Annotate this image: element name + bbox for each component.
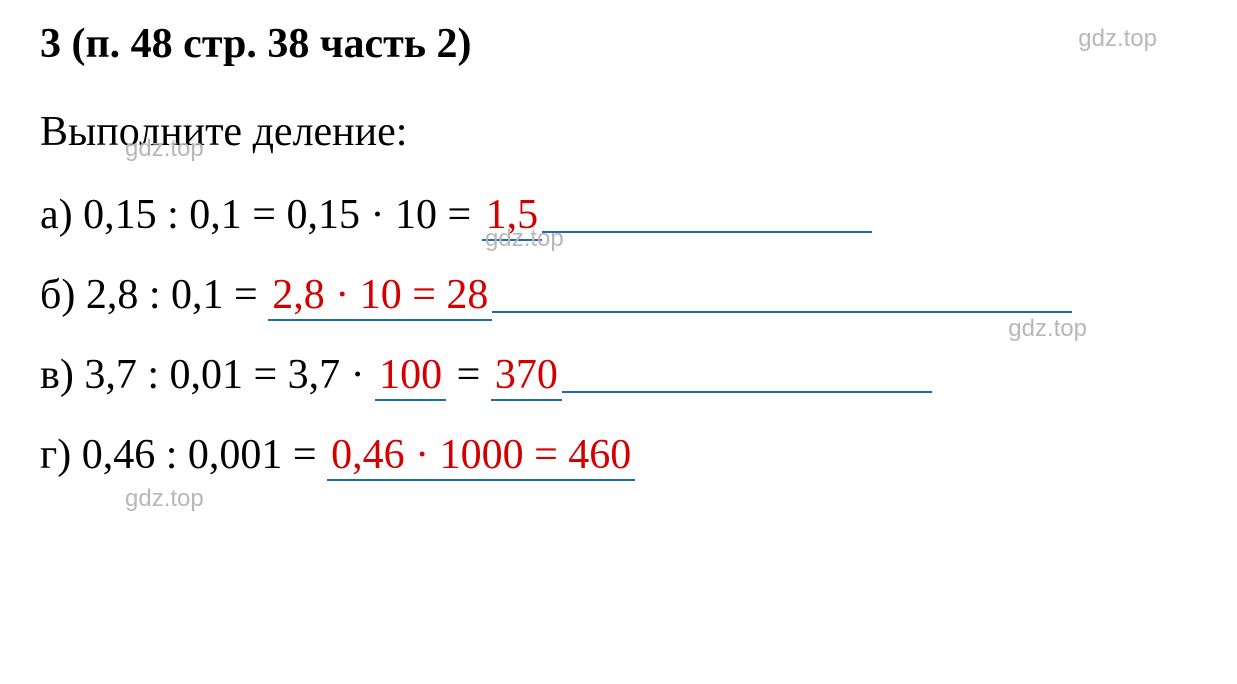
problem-b-answer: 2,8 · 10 = 28 bbox=[268, 271, 492, 321]
problem-b-given: 2,8 : 0,1 = bbox=[86, 272, 268, 318]
problem-b: б) 2,8 : 0,1 = 2,8 · 10 = 28 bbox=[40, 271, 1197, 321]
problem-d-answer: 0,46 · 1000 = 460 bbox=[327, 431, 635, 481]
problem-c-label: в) bbox=[40, 352, 74, 398]
problem-a-label: а) bbox=[40, 192, 73, 238]
problem-c-answer2: 370 bbox=[491, 351, 562, 401]
instruction-text: Выполните деление: bbox=[40, 108, 1197, 156]
problem-c-trail bbox=[562, 391, 932, 393]
problem-a-answer: 1,5 bbox=[482, 191, 543, 241]
problem-c-given2: = bbox=[457, 352, 491, 398]
watermark-5: gdz.top bbox=[125, 485, 204, 513]
problem-a-trail bbox=[542, 231, 872, 233]
problem-title: 3 (п. 48 стр. 38 часть 2) bbox=[40, 20, 1197, 68]
problem-b-label: б) bbox=[40, 272, 75, 318]
problem-b-trail bbox=[492, 311, 1072, 313]
problem-a: а) 0,15 : 0,1 = 0,15 · 10 = 1,5 bbox=[40, 191, 1197, 241]
problem-c: в) 3,7 : 0,01 = 3,7 · 100 = 370 bbox=[40, 351, 1197, 401]
problem-c-given1: 3,7 : 0,01 = 3,7 · bbox=[84, 352, 375, 398]
problem-d-label: г) bbox=[40, 432, 71, 478]
problem-d-given: 0,46 : 0,001 = bbox=[82, 432, 327, 478]
problem-d: г) 0,46 : 0,001 = 0,46 · 1000 = 460 bbox=[40, 431, 1197, 481]
problem-a-given: 0,15 : 0,1 = 0,15 · 10 = bbox=[83, 192, 482, 238]
problem-c-answer1: 100 bbox=[375, 351, 446, 401]
